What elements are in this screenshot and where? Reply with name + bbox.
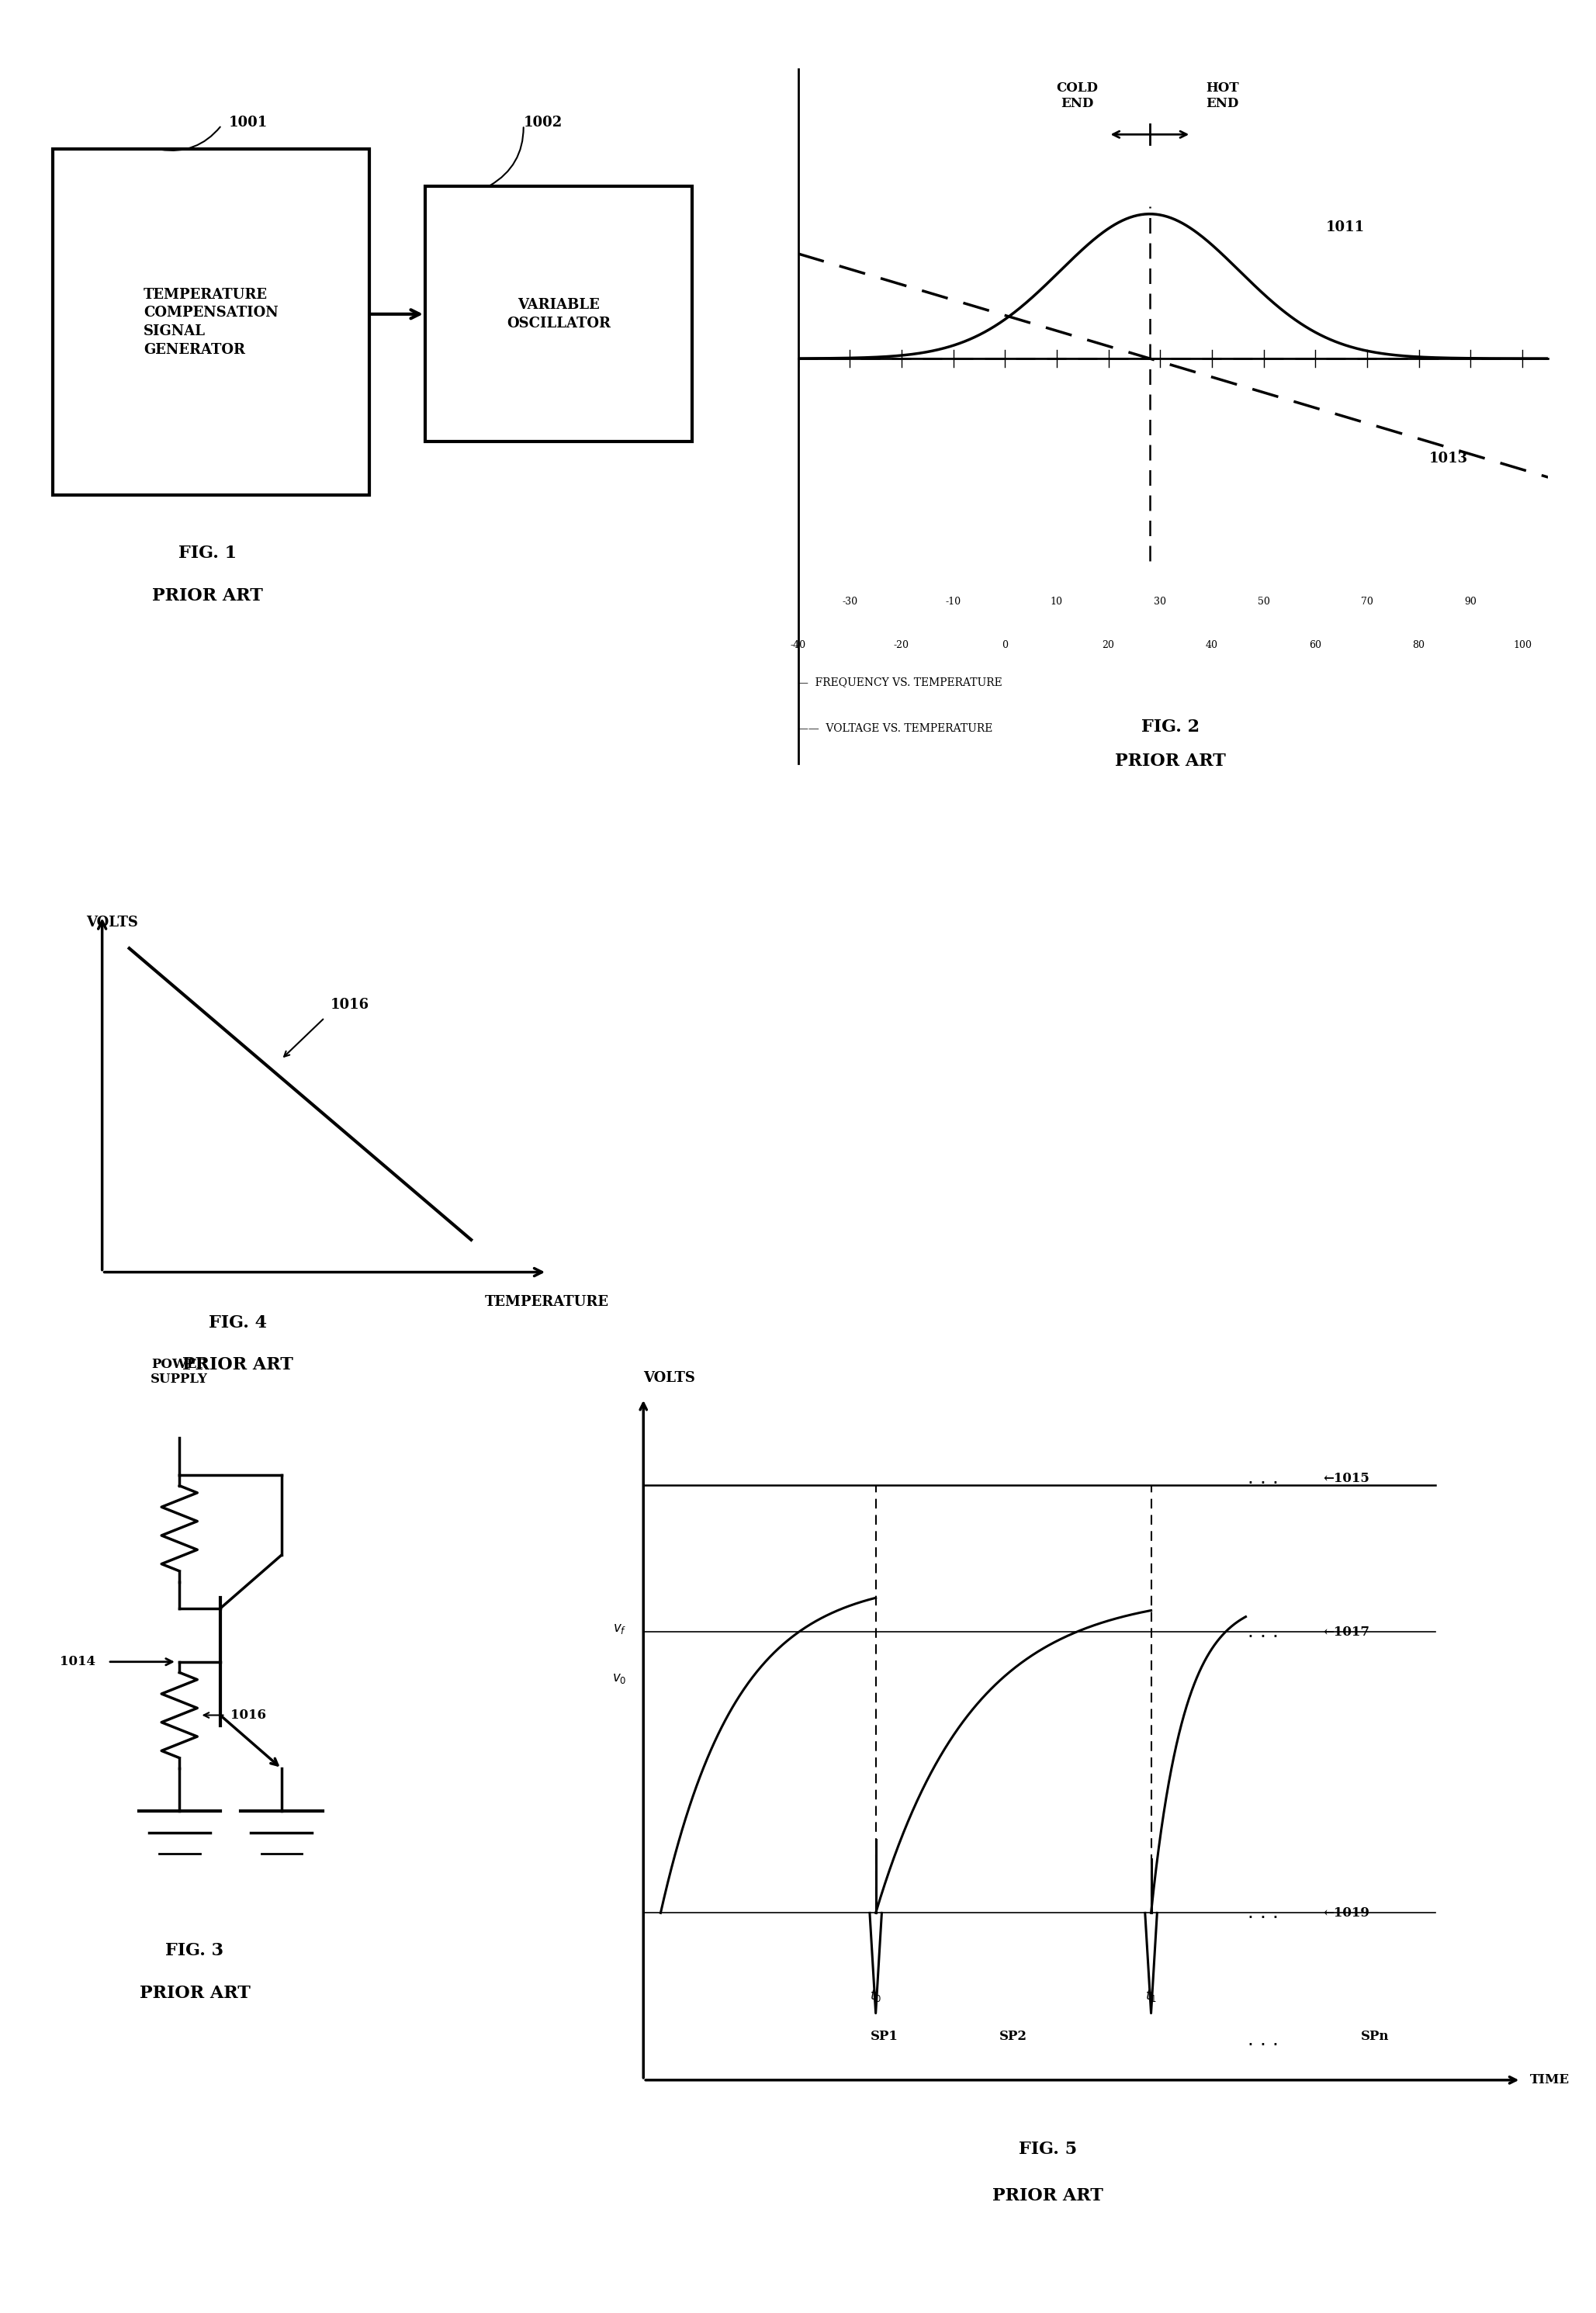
Text: . . .: . . . <box>1248 1469 1278 1487</box>
Text: -20: -20 <box>894 641 910 650</box>
Text: 90: 90 <box>1465 597 1476 606</box>
Text: -40: -40 <box>790 641 806 650</box>
FancyBboxPatch shape <box>425 187 693 442</box>
Text: PRIOR ART: PRIOR ART <box>139 1985 251 2003</box>
Text: VARIABLE
OSCILLATOR: VARIABLE OSCILLATOR <box>506 298 611 331</box>
Text: ←1019: ←1019 <box>1323 1906 1369 1920</box>
Text: 1016: 1016 <box>230 1709 267 1721</box>
Text: . . .: . . . <box>1248 1624 1278 1642</box>
Text: PRIOR ART: PRIOR ART <box>182 1355 294 1374</box>
Text: $t_1$: $t_1$ <box>1146 1989 1157 2003</box>
Text: 80: 80 <box>1412 641 1425 650</box>
Text: 60: 60 <box>1309 641 1321 650</box>
Text: ←1017: ←1017 <box>1323 1626 1369 1638</box>
Text: 50: 50 <box>1258 597 1270 606</box>
Text: FIG. 4: FIG. 4 <box>209 1314 267 1332</box>
Text: -10: -10 <box>945 597 961 606</box>
Text: 1016: 1016 <box>330 997 369 1011</box>
Text: 100: 100 <box>1513 641 1532 650</box>
Text: 20: 20 <box>1103 641 1114 650</box>
Text: COLD
END: COLD END <box>1057 81 1098 111</box>
Text: SPn: SPn <box>1361 2031 1389 2042</box>
Text: 10: 10 <box>1050 597 1063 606</box>
Text: -30: -30 <box>843 597 857 606</box>
Text: FIG. 3: FIG. 3 <box>166 1943 223 1959</box>
Text: FIG. 1: FIG. 1 <box>179 546 236 562</box>
Text: $v_0$: $v_0$ <box>611 1672 626 1686</box>
Text: VOLTS: VOLTS <box>86 916 137 930</box>
Text: $t_0$: $t_0$ <box>870 1989 881 2003</box>
Text: PRIOR ART: PRIOR ART <box>993 2188 1103 2204</box>
Text: 1013: 1013 <box>1428 451 1468 465</box>
Text: . . .: . . . <box>1248 2031 1278 2049</box>
Text: SP1: SP1 <box>870 2031 899 2042</box>
Text: SP2: SP2 <box>999 2031 1028 2042</box>
Text: FIG. 2: FIG. 2 <box>1141 719 1200 736</box>
Text: POWER
SUPPLY: POWER SUPPLY <box>150 1358 207 1385</box>
Text: 70: 70 <box>1361 597 1373 606</box>
Text: PRIOR ART: PRIOR ART <box>152 588 263 604</box>
Text: 1002: 1002 <box>523 116 562 130</box>
Text: 1014: 1014 <box>59 1656 96 1668</box>
Text: 1011: 1011 <box>1326 220 1365 234</box>
Text: 0: 0 <box>1002 641 1009 650</box>
Text: . . .: . . . <box>1248 1904 1278 1922</box>
Text: FIG. 5: FIG. 5 <box>1018 2140 1077 2158</box>
Text: 40: 40 <box>1205 641 1218 650</box>
Text: $v_f$: $v_f$ <box>613 1621 626 1635</box>
Text: TEMPERATURE: TEMPERATURE <box>485 1295 610 1309</box>
Text: ←1015: ←1015 <box>1323 1471 1369 1485</box>
Text: VOLTS: VOLTS <box>643 1372 696 1385</box>
Text: TEMPERATURE
COMPENSATION
SIGNAL
GENERATOR: TEMPERATURE COMPENSATION SIGNAL GENERATO… <box>144 287 278 356</box>
Text: 30: 30 <box>1154 597 1167 606</box>
Text: 1001: 1001 <box>228 116 268 130</box>
Text: —  FREQUENCY VS. TEMPERATURE: — FREQUENCY VS. TEMPERATURE <box>798 675 1002 687</box>
Text: PRIOR ART: PRIOR ART <box>1116 754 1226 770</box>
Text: HOT
END: HOT END <box>1205 81 1238 111</box>
FancyBboxPatch shape <box>53 150 369 495</box>
Text: TIME: TIME <box>1529 2072 1569 2086</box>
Text: ——  VOLTAGE VS. TEMPERATURE: —— VOLTAGE VS. TEMPERATURE <box>798 722 993 733</box>
